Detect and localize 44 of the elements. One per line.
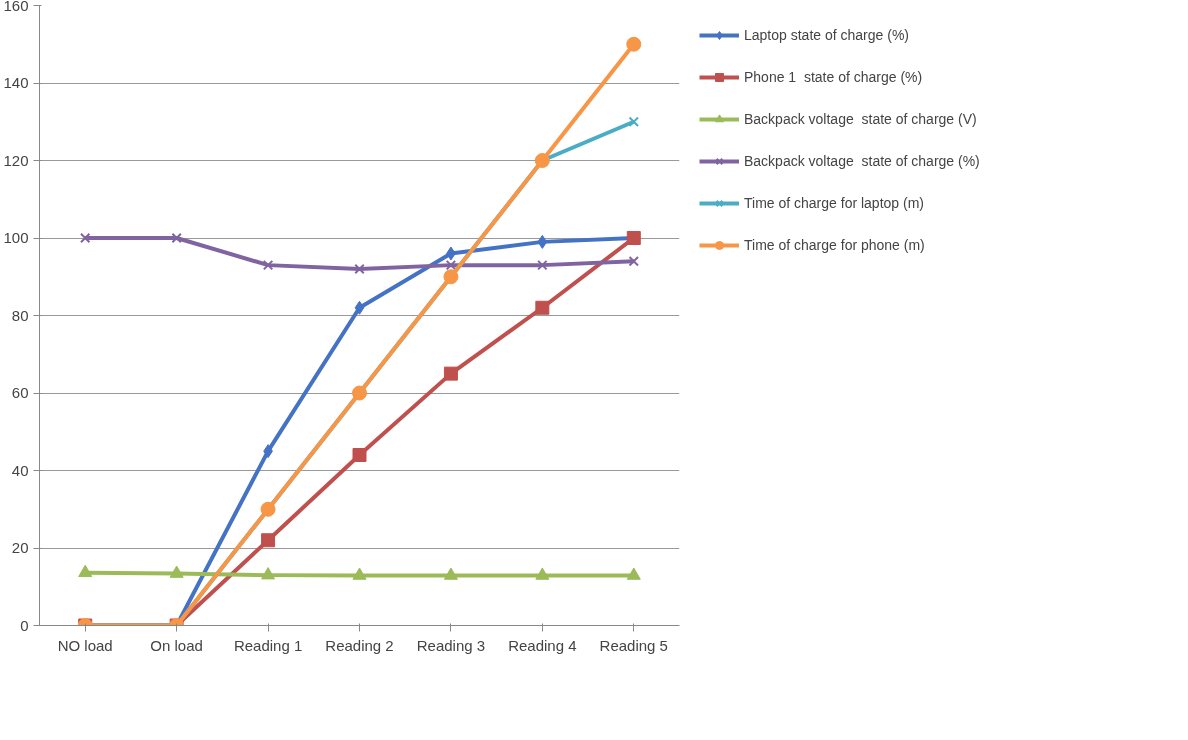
point [354, 263, 365, 275]
legend-label: Time of charge for phone (m) [744, 237, 925, 253]
x-tick-label: NO load [57, 636, 113, 654]
legend-label: Time of charge for laptop (m) [744, 195, 924, 211]
y-tick-label: 60 [11, 384, 29, 401]
y-tick-label: 120 [3, 151, 29, 169]
point [445, 259, 457, 271]
x-tick-label: Reading 5 [599, 636, 668, 654]
point [443, 567, 458, 580]
point [261, 533, 276, 548]
y-tick-label: 20 [11, 539, 29, 556]
legend-label: Laptop state of charge (%) [744, 27, 909, 43]
point [261, 567, 276, 580]
y-tick-label: 160 [3, 0, 29, 14]
x-tick-label: Reading 2 [325, 636, 394, 654]
point [78, 564, 93, 578]
point [626, 36, 642, 52]
y-tick-label: 140 [3, 74, 29, 91]
x-tick-label: Reading 4 [508, 636, 577, 654]
point [352, 567, 367, 580]
y-tick-label: 100 [3, 229, 29, 246]
point [537, 234, 548, 249]
point [626, 567, 641, 580]
point [628, 116, 640, 127]
point [171, 232, 182, 244]
point [352, 448, 367, 462]
point [79, 232, 91, 244]
x-tick-label: On load [150, 636, 203, 654]
y-tick-label: 80 [11, 306, 29, 324]
point [535, 300, 550, 315]
x-tick-label: Reading 1 [233, 636, 303, 654]
point [628, 256, 640, 267]
point [262, 259, 274, 271]
legend-label: Phone 1 state of charge (%) [744, 69, 923, 85]
y-tick-label: 40 [11, 461, 29, 479]
point [535, 567, 550, 580]
point [169, 565, 184, 578]
x-tick-label: Reading 3 [416, 636, 486, 654]
point [354, 300, 365, 315]
legend-label: Backpack voltage state of charge (V) [744, 111, 977, 127]
point [443, 366, 458, 381]
legend-label: Backpack voltage state of charge (%) [744, 153, 980, 169]
point [537, 259, 548, 271]
y-tick-label: 0 [20, 616, 29, 634]
